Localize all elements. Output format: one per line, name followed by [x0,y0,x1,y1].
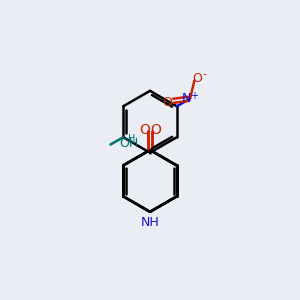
Text: O: O [139,123,150,137]
Text: O: O [162,96,172,109]
Text: O: O [150,123,161,137]
Text: OH: OH [119,136,139,150]
Text: N: N [182,92,191,105]
Text: O: O [193,71,202,85]
Text: H: H [128,134,135,144]
Text: +: + [190,91,198,101]
Text: -: - [203,70,207,80]
Text: NH: NH [141,216,159,229]
